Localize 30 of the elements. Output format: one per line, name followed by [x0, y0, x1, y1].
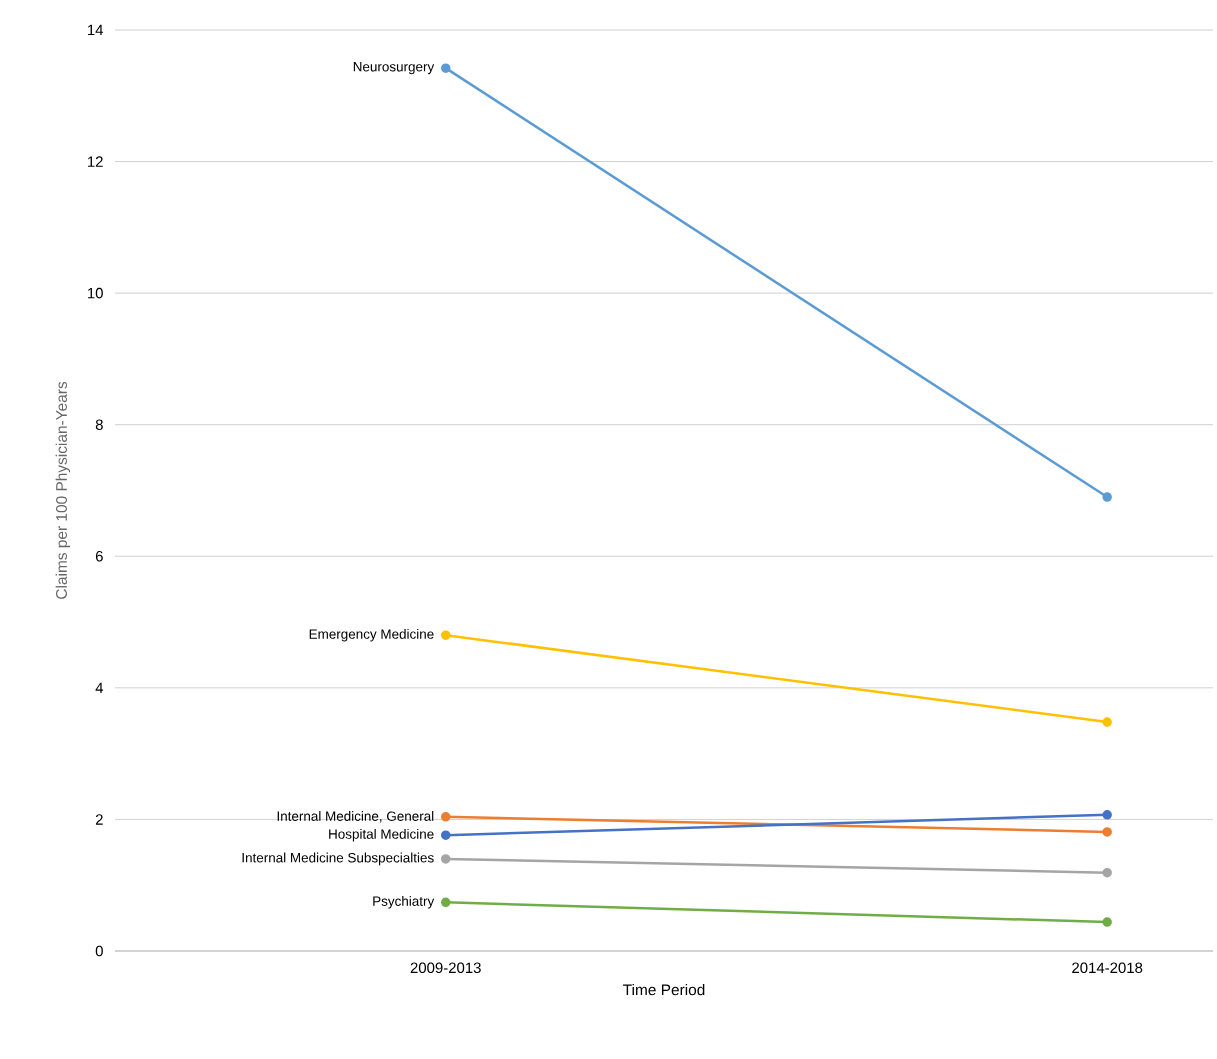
- point: [440, 830, 451, 840]
- point: [440, 812, 451, 822]
- y-tick-label: 12: [88, 156, 103, 167]
- point: [440, 630, 451, 640]
- series-label: Internal Medicine, General: [277, 811, 434, 823]
- point: [1102, 867, 1112, 878]
- y-tick-label: 6: [95, 550, 103, 562]
- y-tick-label: 4: [95, 682, 104, 693]
- x-tick-label: 2014-2018: [1072, 962, 1143, 974]
- y-tick-label: 2: [95, 814, 103, 825]
- series-label: Neurosurgery: [353, 62, 435, 75]
- series-label: Psychiatry: [373, 896, 435, 909]
- y-axis-title: Claims per 100 Physician-Years: [55, 381, 71, 599]
- point: [1102, 810, 1112, 820]
- point: [440, 854, 451, 864]
- point: [440, 63, 451, 73]
- x-tick-label: 2009-2013: [410, 962, 481, 974]
- point: [1102, 492, 1112, 502]
- point: [1102, 827, 1112, 837]
- series-label: Emergency Medicine: [309, 628, 434, 642]
- x-axis-title: Time Period: [623, 983, 705, 996]
- y-tick-label: 0: [95, 945, 103, 957]
- point: [1102, 717, 1112, 727]
- y-tick-label: 14: [88, 24, 104, 36]
- series-label: Internal Medicine Subspecialties: [242, 852, 434, 866]
- y-tick-label: 10: [88, 287, 103, 299]
- point: [440, 897, 451, 908]
- series-label: Hospital Medicine: [329, 828, 434, 842]
- point: [1102, 917, 1112, 927]
- y-tick-label: 8: [95, 419, 103, 430]
